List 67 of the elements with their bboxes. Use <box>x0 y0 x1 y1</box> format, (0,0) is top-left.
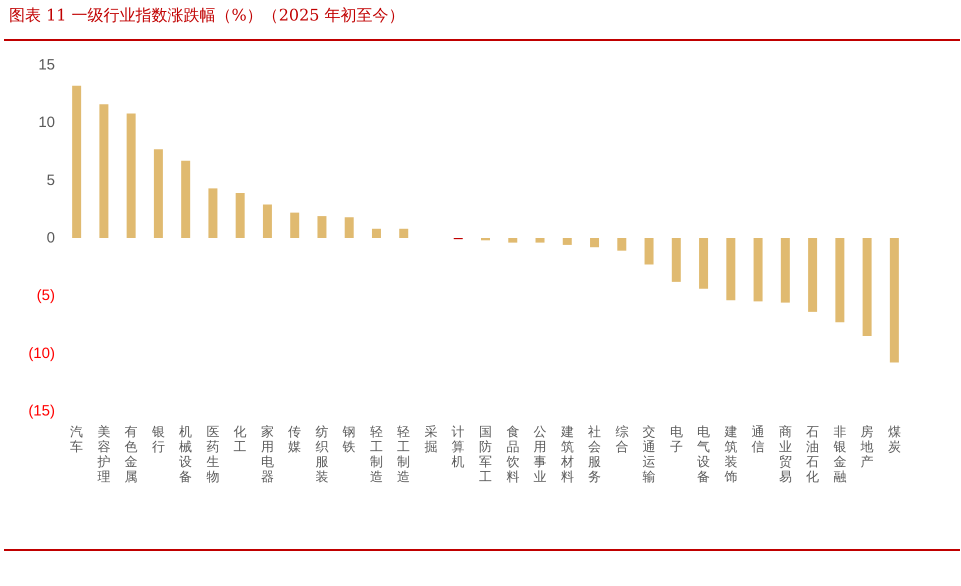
bar <box>835 238 844 322</box>
chart-title: 图表 11 一级行业指数涨跌幅（%）（2025 年初至今） <box>9 6 405 24</box>
x-tick-label: 社会服务 <box>588 425 602 485</box>
bar <box>154 149 163 238</box>
x-tick-label: 机械设备 <box>179 425 192 485</box>
y-tick-label: (5) <box>36 287 55 304</box>
bar <box>590 238 600 248</box>
x-tick-label: 汽车 <box>70 425 84 455</box>
x-tick-label: 建筑材料 <box>560 425 574 485</box>
x-tick-label: 银行 <box>150 425 165 455</box>
x-tick-label: 商业贸易 <box>778 425 792 485</box>
x-tick-label: 通信 <box>752 425 765 455</box>
bar <box>536 238 545 243</box>
y-tick-label: 5 <box>46 172 55 189</box>
x-tick-label: 国防军工 <box>479 425 492 485</box>
bar <box>726 238 736 300</box>
bar <box>617 238 626 251</box>
x-tick-label: 轻工制造 <box>397 425 410 485</box>
bar <box>236 193 245 238</box>
bar <box>262 204 272 238</box>
bar <box>99 104 108 238</box>
bar <box>372 228 381 238</box>
x-tick-label: 有色金属 <box>124 425 138 485</box>
x-tick-label: 石油石化 <box>806 425 820 485</box>
x-tick-label: 建筑装饰 <box>723 425 738 485</box>
y-tick-label: (10) <box>28 344 55 362</box>
bar <box>399 228 408 238</box>
bar <box>780 238 790 303</box>
x-tick-label: 钢铁 <box>342 425 356 455</box>
x-tick-label: 美容护理 <box>96 424 110 485</box>
bar <box>126 113 136 238</box>
bar <box>808 238 818 312</box>
x-tick-label: 计算机 <box>452 425 465 470</box>
bar <box>754 238 763 302</box>
y-tick-label: 15 <box>38 56 55 74</box>
bar <box>72 86 82 238</box>
y-tick-label: 10 <box>38 114 55 132</box>
x-tick-label: 煤炭 <box>888 425 901 455</box>
x-tick-label: 交通运输 <box>642 424 656 485</box>
bar <box>672 238 681 282</box>
x-tick-label: 化工 <box>234 425 247 455</box>
bar <box>317 216 326 238</box>
x-tick-label: 非银金融 <box>832 425 846 485</box>
x-tick-label: 综合 <box>615 425 628 455</box>
bar <box>862 238 872 336</box>
x-tick-label: 纺织服装 <box>315 425 328 485</box>
bar <box>344 217 354 238</box>
bar <box>644 238 654 265</box>
x-tick-label: 食品饮料 <box>505 425 520 485</box>
bar <box>890 238 899 363</box>
x-tick-label: 轻工制造 <box>370 425 383 485</box>
x-tick-label: 电子 <box>670 425 683 455</box>
bar <box>508 238 518 243</box>
x-tick-label: 公用事业 <box>534 425 547 485</box>
y-tick-label: (15) <box>28 402 55 420</box>
x-tick-label: 家用电器 <box>260 424 274 485</box>
x-tick-label: 电气设备 <box>697 425 710 485</box>
bar <box>699 238 708 289</box>
bar <box>290 212 300 238</box>
y-tick-label: 0 <box>46 230 55 246</box>
bar <box>562 238 572 245</box>
bar <box>181 160 190 238</box>
x-tick-label: 医药生物 <box>206 425 220 485</box>
x-tick-label: 房地产 <box>860 424 874 470</box>
bar <box>208 188 218 238</box>
x-tick-label: 传媒 <box>288 425 302 455</box>
x-tick-label: 采掘 <box>424 425 438 455</box>
